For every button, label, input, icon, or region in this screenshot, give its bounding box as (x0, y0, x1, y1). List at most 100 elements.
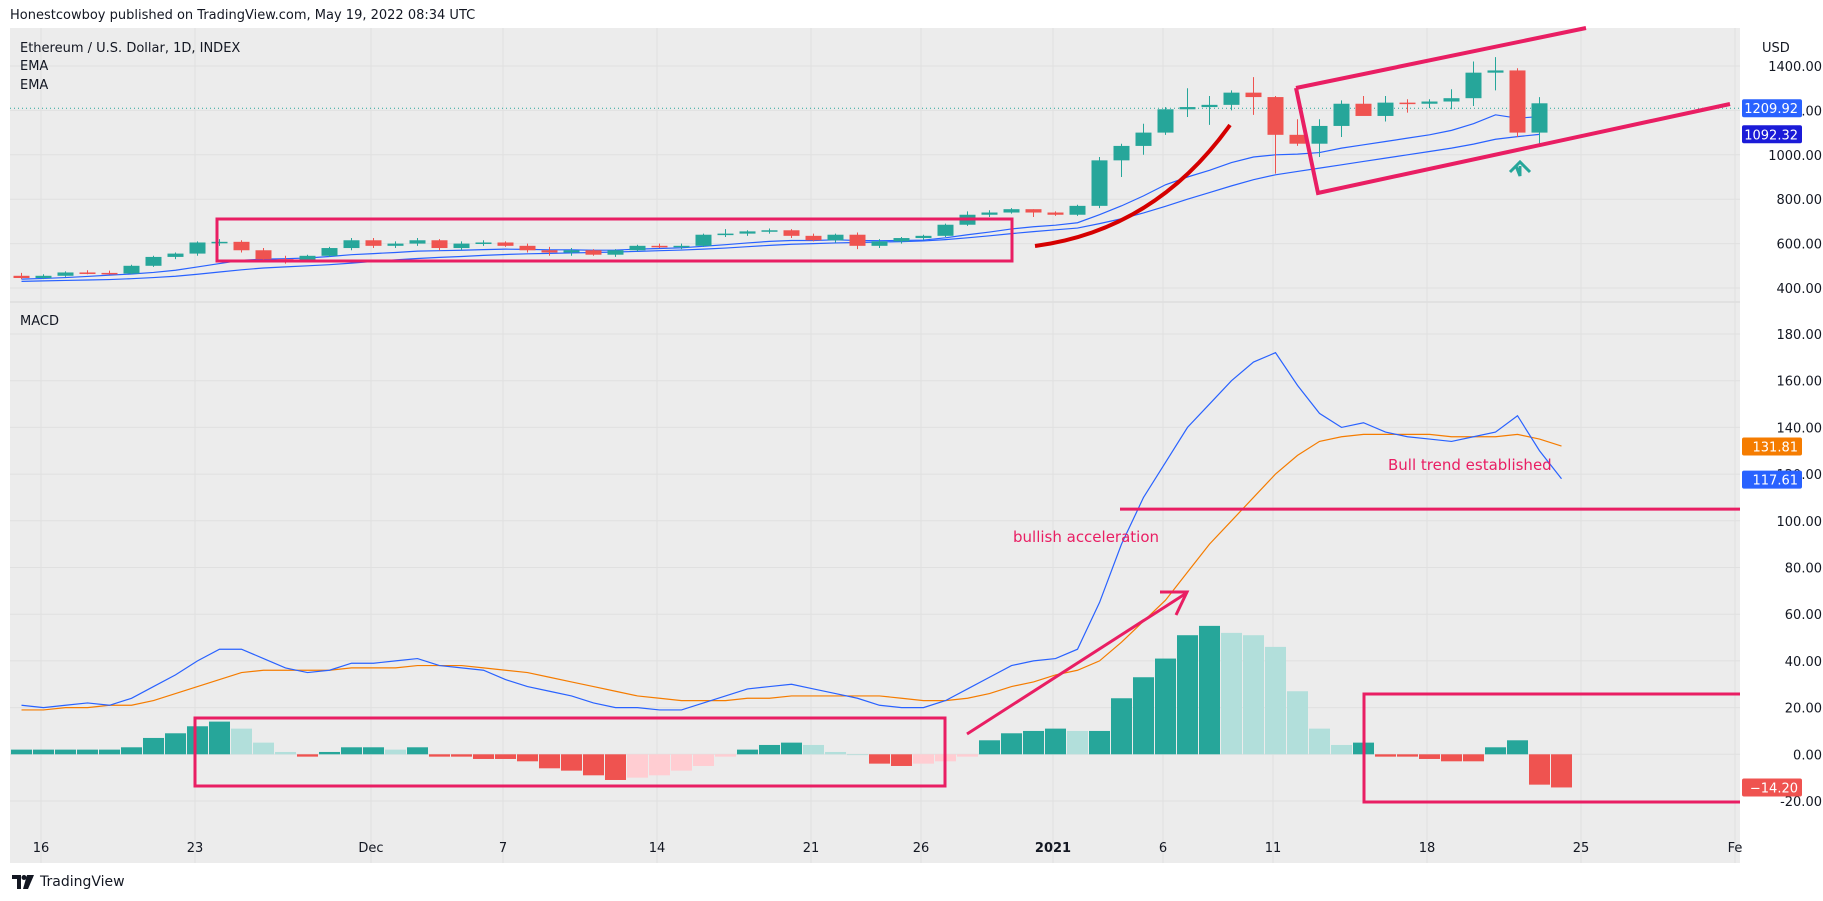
candle (739, 230, 756, 236)
candle-body (255, 250, 272, 260)
candle-body (1091, 160, 1108, 206)
candle (1377, 95, 1394, 122)
histogram-bar (605, 754, 626, 780)
macd-axis-tick-label: 0.00 (1793, 748, 1822, 763)
candle (1509, 68, 1526, 138)
candle (35, 274, 52, 280)
candle-body (607, 250, 624, 255)
time-axis-tick-label: 21 (803, 841, 820, 856)
histogram-bar (1309, 728, 1330, 755)
histogram-bar (77, 749, 98, 755)
candle-body (343, 240, 360, 249)
candle (475, 240, 492, 246)
histogram-bar (869, 754, 890, 764)
candle-body (409, 240, 426, 244)
candle-body (145, 256, 162, 266)
macd-value-tag-label: 117.61 (1753, 474, 1799, 489)
histogram-bar (495, 754, 516, 759)
candle (343, 238, 360, 251)
histogram-bar (715, 754, 736, 757)
candle-body (871, 241, 888, 246)
candle (673, 243, 690, 250)
candle (651, 243, 668, 249)
candle (893, 236, 910, 244)
candle-body (915, 235, 932, 239)
histogram-bar (671, 754, 692, 771)
candle-body (1333, 103, 1350, 126)
candle-body (167, 253, 184, 257)
candle-body (1289, 134, 1306, 144)
histogram-bar (517, 754, 538, 762)
candle-body (1025, 209, 1042, 213)
recent-histogram-box (1362, 692, 1740, 804)
price-axis-tick-label: 1000.00 (1768, 149, 1822, 164)
price-pane-title: Ethereum / U.S. Dollar, 1D, INDEX (20, 41, 240, 56)
candle (123, 264, 140, 275)
histogram-bar (1331, 744, 1352, 755)
time-axis-tick-label: 7 (499, 841, 507, 856)
histogram-bar (1529, 754, 1550, 785)
candle (431, 239, 448, 251)
candle (871, 239, 888, 249)
tradingview-logo-icon (12, 875, 34, 889)
candle-body (101, 272, 118, 275)
candle (783, 229, 800, 239)
histogram-bar (539, 754, 560, 769)
acceleration-arrowhead (1160, 590, 1190, 616)
histogram-bar (1463, 754, 1484, 762)
candle (145, 255, 162, 267)
footer-brand: TradingView (12, 874, 125, 890)
candle-body (1267, 97, 1284, 135)
candle (1399, 99, 1416, 113)
consolidation-box-price (215, 217, 1014, 263)
candle-body (233, 241, 250, 251)
histogram-bar (1177, 635, 1198, 755)
candle-body (123, 265, 140, 274)
candle (827, 233, 844, 243)
candle (321, 246, 338, 257)
time-axis-tick-label: 16 (33, 841, 50, 856)
candle-body (1135, 132, 1152, 146)
histogram-bar (33, 749, 54, 755)
histogram-bar (121, 747, 142, 755)
histogram-bar (649, 754, 670, 776)
macd-axis-tick-label: 80.00 (1785, 562, 1822, 577)
macd-axis-tick-label: -20.00 (1780, 795, 1822, 810)
candle-body (783, 230, 800, 236)
ema-legend-2: EMA (20, 78, 48, 93)
candle-body (1421, 101, 1438, 104)
histogram-bar (1507, 740, 1528, 755)
histogram-bar (429, 754, 450, 757)
candle-body (1201, 104, 1218, 108)
candle (365, 238, 382, 249)
candle-body (453, 243, 470, 249)
candle-body (387, 243, 404, 246)
price-pane (10, 57, 1740, 282)
time-axis-tick-label: 14 (649, 841, 666, 856)
time-axis-tick-label: 2021 (1035, 841, 1071, 856)
macd-value-tag-label: −14.20 (1750, 781, 1798, 796)
candle-body (57, 272, 74, 276)
candle (387, 241, 404, 249)
candle-body (1069, 205, 1086, 215)
candle (607, 249, 624, 257)
candle (497, 241, 514, 247)
candle (1333, 100, 1350, 138)
candle-body (541, 250, 558, 253)
candle-body (585, 250, 602, 255)
macd-value-tag: 117.61 (1742, 470, 1802, 489)
candle (805, 233, 822, 242)
macd-axis-tick-label: 40.00 (1785, 655, 1822, 670)
macd-pane-title: MACD (20, 314, 59, 329)
macd-value-tag: 131.81 (1742, 437, 1802, 456)
candle (937, 223, 954, 237)
macd-axis-tick-label: 100.00 (1777, 515, 1823, 530)
candle (1311, 119, 1328, 158)
candle-body (211, 241, 228, 244)
ema-legend-1: EMA (20, 59, 48, 74)
candle (519, 243, 536, 253)
candle (1289, 119, 1306, 146)
price-tag-label: 1209.92 (1744, 102, 1798, 117)
price-tag-label: 1092.32 (1744, 128, 1798, 143)
